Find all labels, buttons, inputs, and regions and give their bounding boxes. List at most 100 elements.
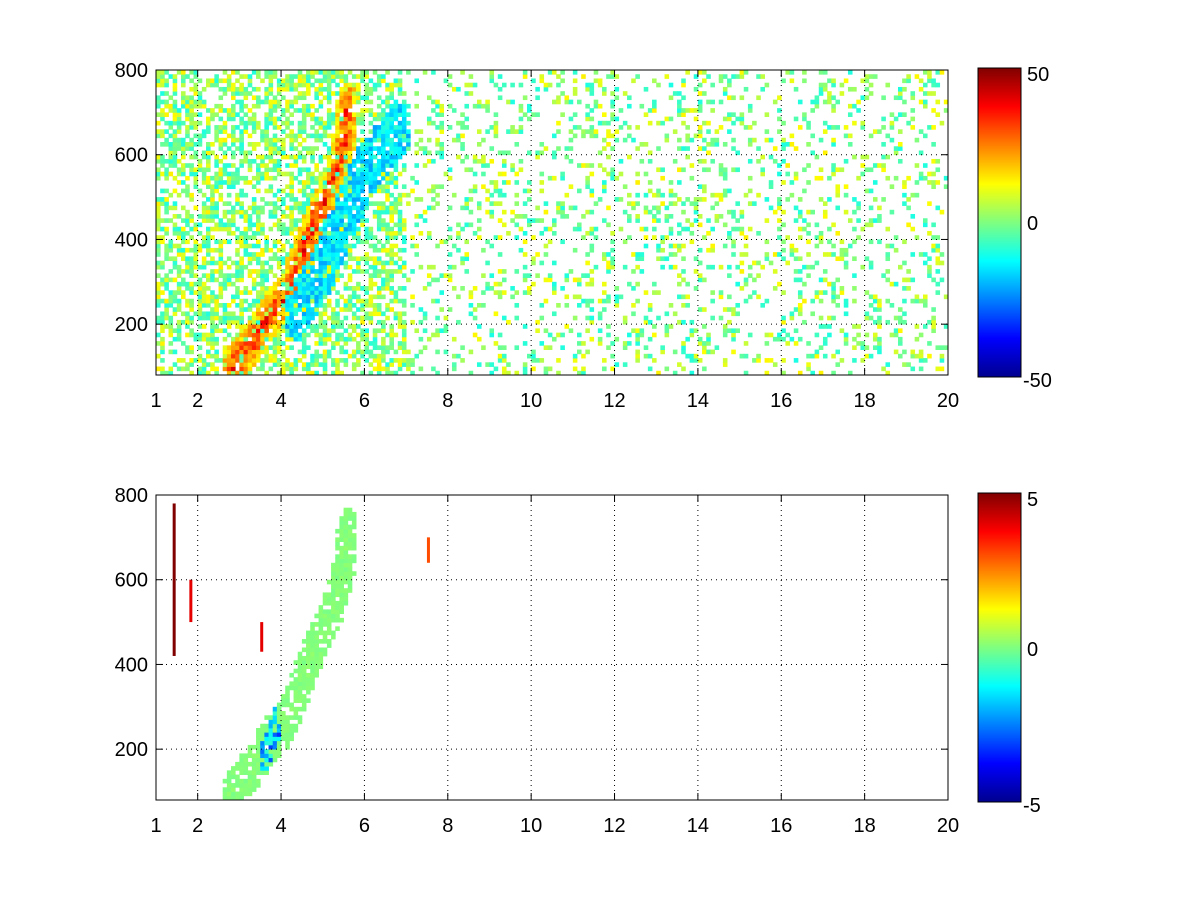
heatmap-cell	[935, 167, 941, 173]
heatmap-cell	[301, 681, 307, 687]
heatmap-cell	[335, 197, 340, 202]
heatmap-cell	[764, 332, 770, 338]
heatmap-cell	[239, 129, 244, 134]
heatmap-cell	[164, 315, 169, 321]
heatmap-cell	[331, 235, 336, 240]
heatmap-cell	[839, 358, 845, 363]
heatmap-cell	[393, 125, 399, 130]
heatmap-cell	[314, 269, 319, 274]
heatmap-cell	[210, 108, 215, 113]
heatmap-cell	[935, 82, 941, 88]
heatmap-cell	[614, 294, 620, 300]
heatmap-cell	[331, 630, 336, 636]
heatmap-cell	[364, 230, 369, 236]
heatmap-cell	[914, 294, 920, 300]
heatmap-cell	[814, 95, 820, 101]
heatmap-cell	[256, 744, 261, 750]
heatmap-cell	[264, 116, 269, 122]
heatmap-cell	[318, 269, 324, 274]
heatmap-cell	[322, 617, 328, 623]
heatmap-cell	[335, 626, 340, 631]
heatmap-cell	[168, 277, 174, 283]
heatmap-cell	[214, 154, 219, 160]
heatmap-cell	[552, 150, 557, 156]
heatmap-cell	[606, 171, 611, 177]
heatmap-cell	[172, 230, 178, 236]
heatmap-cell	[306, 171, 311, 177]
heatmap-cell	[885, 319, 891, 325]
heatmap-cell	[922, 218, 928, 223]
heatmap-cell	[226, 201, 232, 206]
heatmap-cell	[197, 315, 203, 321]
heatmap-cell	[902, 112, 907, 117]
heatmap-cell	[543, 298, 549, 304]
heatmap-cell	[497, 86, 503, 92]
heatmap-cell	[556, 129, 561, 134]
heatmap-cell	[577, 188, 582, 194]
heatmap-cell	[664, 214, 670, 219]
heatmap-cell	[189, 315, 194, 321]
heatmap-cell	[397, 154, 403, 160]
heatmap-cell	[677, 91, 682, 96]
heatmap-cell	[276, 256, 282, 262]
heatmap-cell	[339, 545, 344, 551]
heatmap-cell	[326, 125, 332, 130]
heatmap-cell	[902, 298, 907, 304]
heatmap-cell	[389, 192, 394, 198]
heatmap-cell	[535, 86, 540, 92]
x-tick-label: 18	[854, 390, 876, 412]
heatmap-cell	[306, 78, 311, 84]
heatmap-cell	[868, 315, 874, 321]
heatmap-cell	[431, 108, 436, 113]
heatmap-cell	[681, 82, 686, 88]
heatmap-cell	[564, 273, 570, 278]
heatmap-cell	[697, 184, 703, 190]
heatmap-cell	[918, 150, 924, 156]
heatmap-cell	[289, 702, 294, 708]
heatmap-cell	[756, 273, 761, 278]
heatmap-cell	[368, 108, 374, 113]
heatmap-cell	[310, 112, 315, 117]
heatmap-cell	[481, 163, 486, 168]
heatmap-cell	[218, 328, 224, 334]
heatmap-cell	[368, 154, 374, 160]
heatmap-cell	[260, 744, 265, 750]
heatmap-cell	[251, 298, 257, 304]
heatmap-cell	[389, 137, 394, 143]
heatmap-cell	[264, 137, 269, 143]
heatmap-cell	[293, 269, 299, 274]
heatmap-cell	[272, 302, 278, 308]
heatmap-cell	[856, 175, 861, 181]
heatmap-cell	[656, 167, 661, 173]
heatmap-cell	[297, 205, 303, 211]
heatmap-cell	[310, 677, 315, 682]
heatmap-cell	[264, 749, 269, 754]
heatmap-cell	[289, 243, 294, 249]
heatmap-cell	[235, 315, 240, 321]
heatmap-cell	[297, 260, 303, 266]
heatmap-cell	[197, 302, 203, 308]
heatmap-cell	[656, 120, 661, 126]
heatmap-cell	[489, 273, 495, 278]
heatmap-cell	[239, 91, 244, 96]
heatmap-cell	[339, 95, 344, 101]
heatmap-cell	[781, 137, 786, 143]
heatmap-cell	[435, 298, 440, 304]
heatmap-cell	[326, 201, 332, 206]
heatmap-cell	[156, 129, 161, 134]
heatmap-cell	[335, 150, 340, 156]
heatmap-cell	[239, 370, 244, 376]
heatmap-cell	[214, 328, 219, 334]
heatmap-cell	[260, 770, 265, 775]
heatmap-cell	[239, 260, 244, 266]
heatmap-cell	[222, 307, 228, 312]
heatmap-cell	[272, 146, 278, 151]
heatmap-cell	[164, 230, 169, 236]
heatmap-cell	[276, 78, 282, 84]
heatmap-cell	[556, 302, 561, 308]
heatmap-cell	[385, 163, 390, 168]
heatmap-cell	[322, 353, 328, 359]
heatmap-cell	[510, 125, 515, 130]
heatmap-cell	[339, 167, 344, 173]
heatmap-cell	[660, 175, 665, 181]
